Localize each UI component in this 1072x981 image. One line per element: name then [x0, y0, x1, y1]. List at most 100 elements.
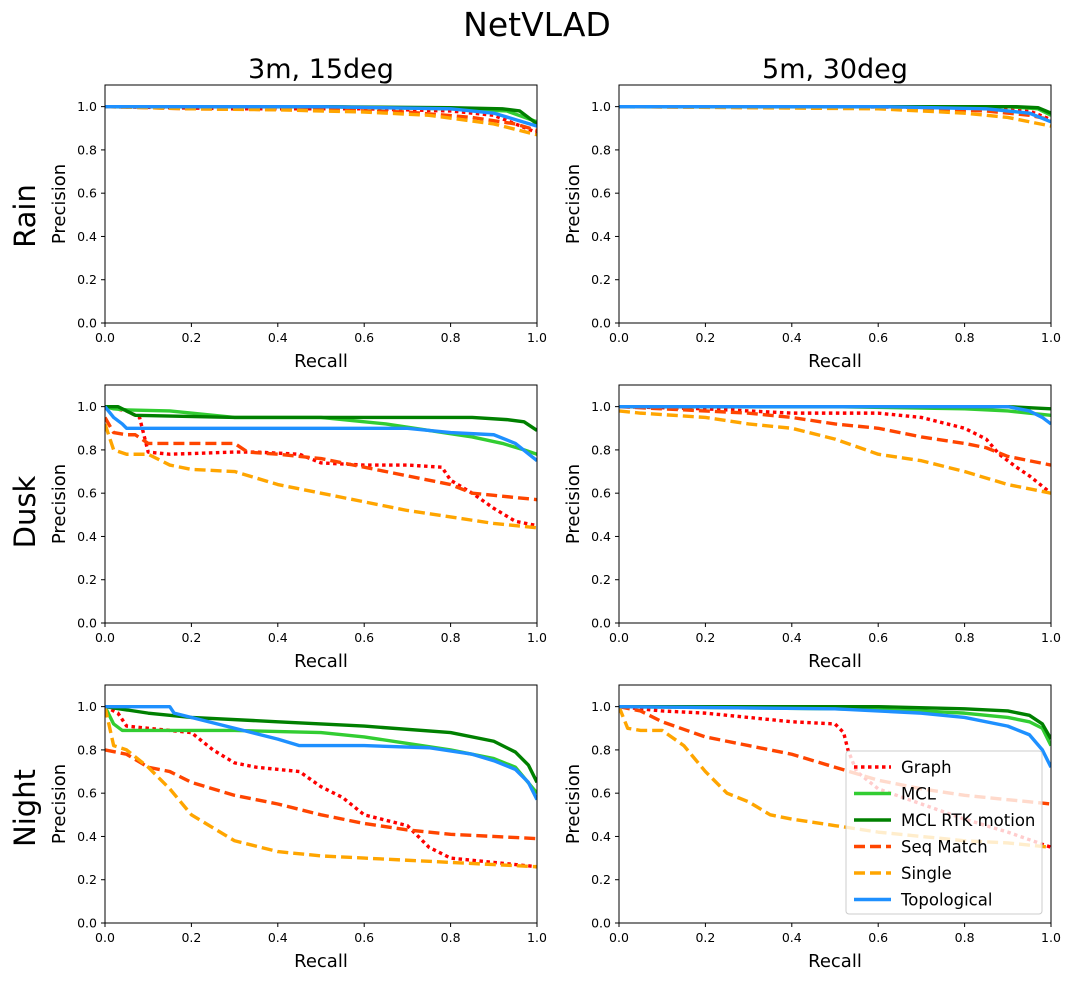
- series-group: [619, 404, 1051, 495]
- series-line-graph: [105, 705, 537, 869]
- row-label-rain: Rain: [8, 184, 42, 248]
- y-tick-label: 0.8: [591, 742, 611, 757]
- series-group: [105, 104, 537, 137]
- series-line-seq-match: [105, 416, 537, 502]
- y-tick-label: 0.2: [77, 272, 97, 287]
- x-tick-label: 1.0: [1041, 630, 1061, 645]
- series-line-mcl: [105, 705, 537, 795]
- legend-box: [845, 750, 1043, 915]
- x-tick-label: 0.6: [354, 630, 374, 645]
- series-line-topological: [105, 104, 537, 128]
- x-tick-label: 1.0: [1041, 330, 1061, 345]
- series-group: [619, 104, 1051, 128]
- y-tick-label: 1.0: [591, 699, 611, 714]
- legend-label: Topological: [900, 891, 992, 910]
- y-tick-label: 0.6: [77, 786, 97, 801]
- y-tick-label: 0.0: [77, 316, 97, 331]
- x-tick-label: 0.2: [695, 930, 715, 945]
- legend-label: MCL RTK motion: [901, 811, 1035, 830]
- y-tick-label: 0.4: [591, 829, 611, 844]
- x-axis-label: Recall: [294, 651, 348, 672]
- y-tick-label: 0.4: [77, 529, 97, 544]
- y-tick-label: 0.8: [77, 742, 97, 757]
- x-tick-label: 0.6: [868, 930, 888, 945]
- y-tick-label: 0.2: [591, 572, 611, 587]
- x-tick-label: 0.0: [95, 930, 115, 945]
- y-tick-label: 1.0: [77, 99, 97, 114]
- x-tick-label: 0.4: [782, 330, 802, 345]
- y-tick-label: 0.8: [77, 442, 97, 457]
- series-line-single: [619, 409, 1051, 495]
- y-tick-label: 0.6: [77, 186, 97, 201]
- x-axis-label: Recall: [294, 951, 348, 972]
- y-axis-label: Precision: [563, 764, 584, 844]
- series-group: [105, 404, 537, 530]
- y-tick-label: 0.6: [77, 486, 97, 501]
- x-tick-label: 0.2: [181, 930, 201, 945]
- series-line-mcl-rtk-motion: [619, 704, 1051, 740]
- x-tick-label: 0.0: [95, 330, 115, 345]
- y-axis-label: Precision: [563, 164, 584, 244]
- x-tick-label: 1.0: [527, 330, 547, 345]
- y-tick-label: 0.0: [77, 616, 97, 631]
- series-line-single: [105, 104, 537, 137]
- panel-night-left: 0.0 0.2 0.4 0.6 0.8 1.0 0.0 0.2 0.4 0.6 0.8 1.0 Reca…: [49, 684, 547, 972]
- x-tick-label: 0.6: [354, 330, 374, 345]
- x-tick-label: 0.8: [441, 630, 461, 645]
- y-tick-label: 0.4: [591, 229, 611, 244]
- legend-label: Seq Match: [901, 838, 988, 857]
- y-tick-label: 0.8: [591, 442, 611, 457]
- x-axis-label: Recall: [808, 951, 862, 972]
- series-line-graph: [105, 104, 537, 135]
- panel-dusk-left: 0.0 0.2 0.4 0.6 0.8 1.0 0.0 0.2 0.4 0.6 0.8 1.0 Reca…: [49, 384, 547, 672]
- y-tick-label: 0.8: [77, 142, 97, 157]
- y-tick-label: 1.0: [77, 399, 97, 414]
- y-axis-label: Precision: [563, 464, 584, 544]
- x-tick-label: 0.4: [268, 930, 288, 945]
- x-tick-label: 0.8: [955, 330, 975, 345]
- y-tick-label: 0.6: [591, 186, 611, 201]
- figure-title: NetVLAD: [463, 5, 611, 44]
- y-tick-label: 0.6: [591, 486, 611, 501]
- panel-rain-right: 0.0 0.2 0.4 0.6 0.8 1.0 0.0 0.2 0.4 0.6 0.8 1.0 Reca…: [563, 84, 1061, 372]
- axes-frame: [104, 384, 538, 624]
- y-tick-label: 0.0: [591, 916, 611, 931]
- legend-label: Single: [901, 864, 952, 883]
- x-tick-label: 0.2: [695, 630, 715, 645]
- series-line-topological: [619, 704, 1051, 768]
- axes-frame: [618, 384, 1052, 624]
- x-axis-label: Recall: [294, 351, 348, 372]
- y-tick-label: 0.4: [77, 229, 97, 244]
- series-line-topological: [619, 404, 1051, 426]
- x-tick-label: 0.2: [181, 330, 201, 345]
- y-axis-label: Precision: [49, 164, 70, 244]
- column-title-left: 3m, 15deg: [248, 54, 394, 85]
- x-tick-label: 0.8: [441, 930, 461, 945]
- x-tick-label: 1.0: [1041, 930, 1061, 945]
- panel-dusk-right: 0.0 0.2 0.4 0.6 0.8 1.0 0.0 0.2 0.4 0.6 0.8 1.0 Reca…: [563, 384, 1061, 672]
- legend-label: Graph: [901, 758, 952, 777]
- y-axis-label: Precision: [49, 764, 70, 844]
- y-tick-label: 0.0: [591, 616, 611, 631]
- y-axis-label: Precision: [49, 464, 70, 544]
- series-group: [105, 704, 537, 869]
- y-tick-label: 1.0: [591, 399, 611, 414]
- y-tick-label: 1.0: [77, 699, 97, 714]
- row-label-dusk: Dusk: [8, 475, 42, 548]
- series-line-topological: [105, 704, 537, 801]
- column-title-right: 5m, 30deg: [762, 54, 908, 85]
- series-line-mcl-rtk-motion: [105, 404, 537, 432]
- x-tick-label: 0.6: [868, 330, 888, 345]
- panel-rain-left: 0.0 0.2 0.4 0.6 0.8 1.0 0.0 0.2 0.4 0.6 0.8 1.0 Reca…: [49, 84, 547, 372]
- axes-frame: [104, 684, 538, 924]
- legend: Graph MCL MCL RTK motion Seq Match Single Top…: [845, 750, 1043, 915]
- x-tick-label: 0.0: [95, 630, 115, 645]
- x-tick-label: 1.0: [527, 930, 547, 945]
- x-tick-label: 1.0: [527, 630, 547, 645]
- series-line-graph: [105, 404, 537, 528]
- x-tick-label: 0.0: [609, 930, 629, 945]
- x-tick-label: 0.4: [782, 930, 802, 945]
- series-line-topological: [105, 405, 537, 463]
- y-tick-label: 0.0: [591, 316, 611, 331]
